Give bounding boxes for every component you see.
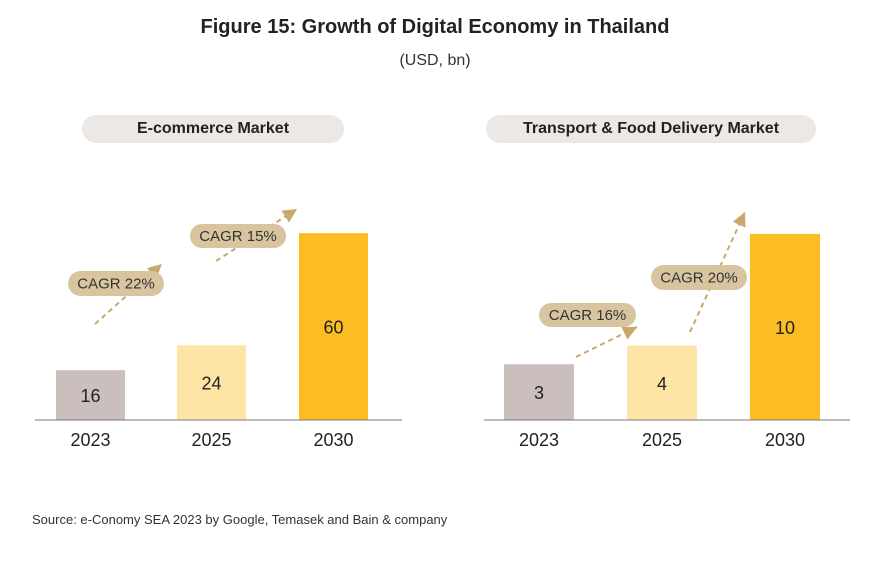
cagr-label: CAGR 15%: [199, 228, 277, 245]
x-tick-label: 2023: [519, 430, 559, 450]
cagr-badge: [190, 224, 286, 248]
x-tick-label: 2025: [191, 430, 231, 450]
cagr-arrowhead: [732, 212, 746, 228]
cagr-arrowhead: [621, 326, 637, 340]
source-note: Source: e-Conomy SEA 2023 by Google, Tem…: [32, 512, 448, 527]
cagr-label: CAGR 22%: [77, 276, 155, 293]
bar-2025: [627, 345, 697, 420]
bar-2025: [177, 345, 246, 420]
data-label-2025: 24: [201, 374, 221, 394]
chart-title-transport: Transport & Food Delivery Market: [486, 115, 816, 143]
chart-title-ecommerce: E-commerce Market: [82, 115, 344, 143]
x-tick-label: 2023: [70, 430, 110, 450]
cagr-arrowhead: [281, 209, 297, 223]
bar-2023: [56, 370, 125, 420]
data-label-2025: 4: [657, 374, 667, 394]
x-tick-label: 2025: [642, 430, 682, 450]
cagr-label: CAGR 20%: [660, 270, 738, 287]
cagr-badge: [68, 271, 164, 296]
bar-2023: [504, 364, 574, 420]
bar-2030: [750, 233, 820, 420]
cagr-badge: [651, 265, 747, 290]
data-label-2030: 10: [775, 318, 795, 338]
data-label-2030: 60: [323, 318, 343, 338]
cagr-arrowhead: [146, 264, 162, 279]
chart-1: 3 2023 4 2025 10 2030 CAGR 16% CAGR 20%: [484, 211, 850, 450]
x-tick-label: 2030: [765, 430, 805, 450]
figure-subtitle: (USD, bn): [399, 52, 471, 69]
bar-2030: [299, 233, 368, 420]
chart-0: 16 2023 24 2025 60 2030 CAGR 22% CAGR 15%: [35, 208, 402, 450]
data-label-2023: 16: [80, 386, 100, 406]
cagr-label: CAGR 16%: [549, 307, 627, 324]
x-tick-label: 2030: [313, 430, 353, 450]
cagr-badge: [539, 303, 636, 327]
figure-title: Figure 15: Growth of Digital Economy in …: [200, 16, 670, 38]
data-label-2023: 3: [534, 383, 544, 403]
